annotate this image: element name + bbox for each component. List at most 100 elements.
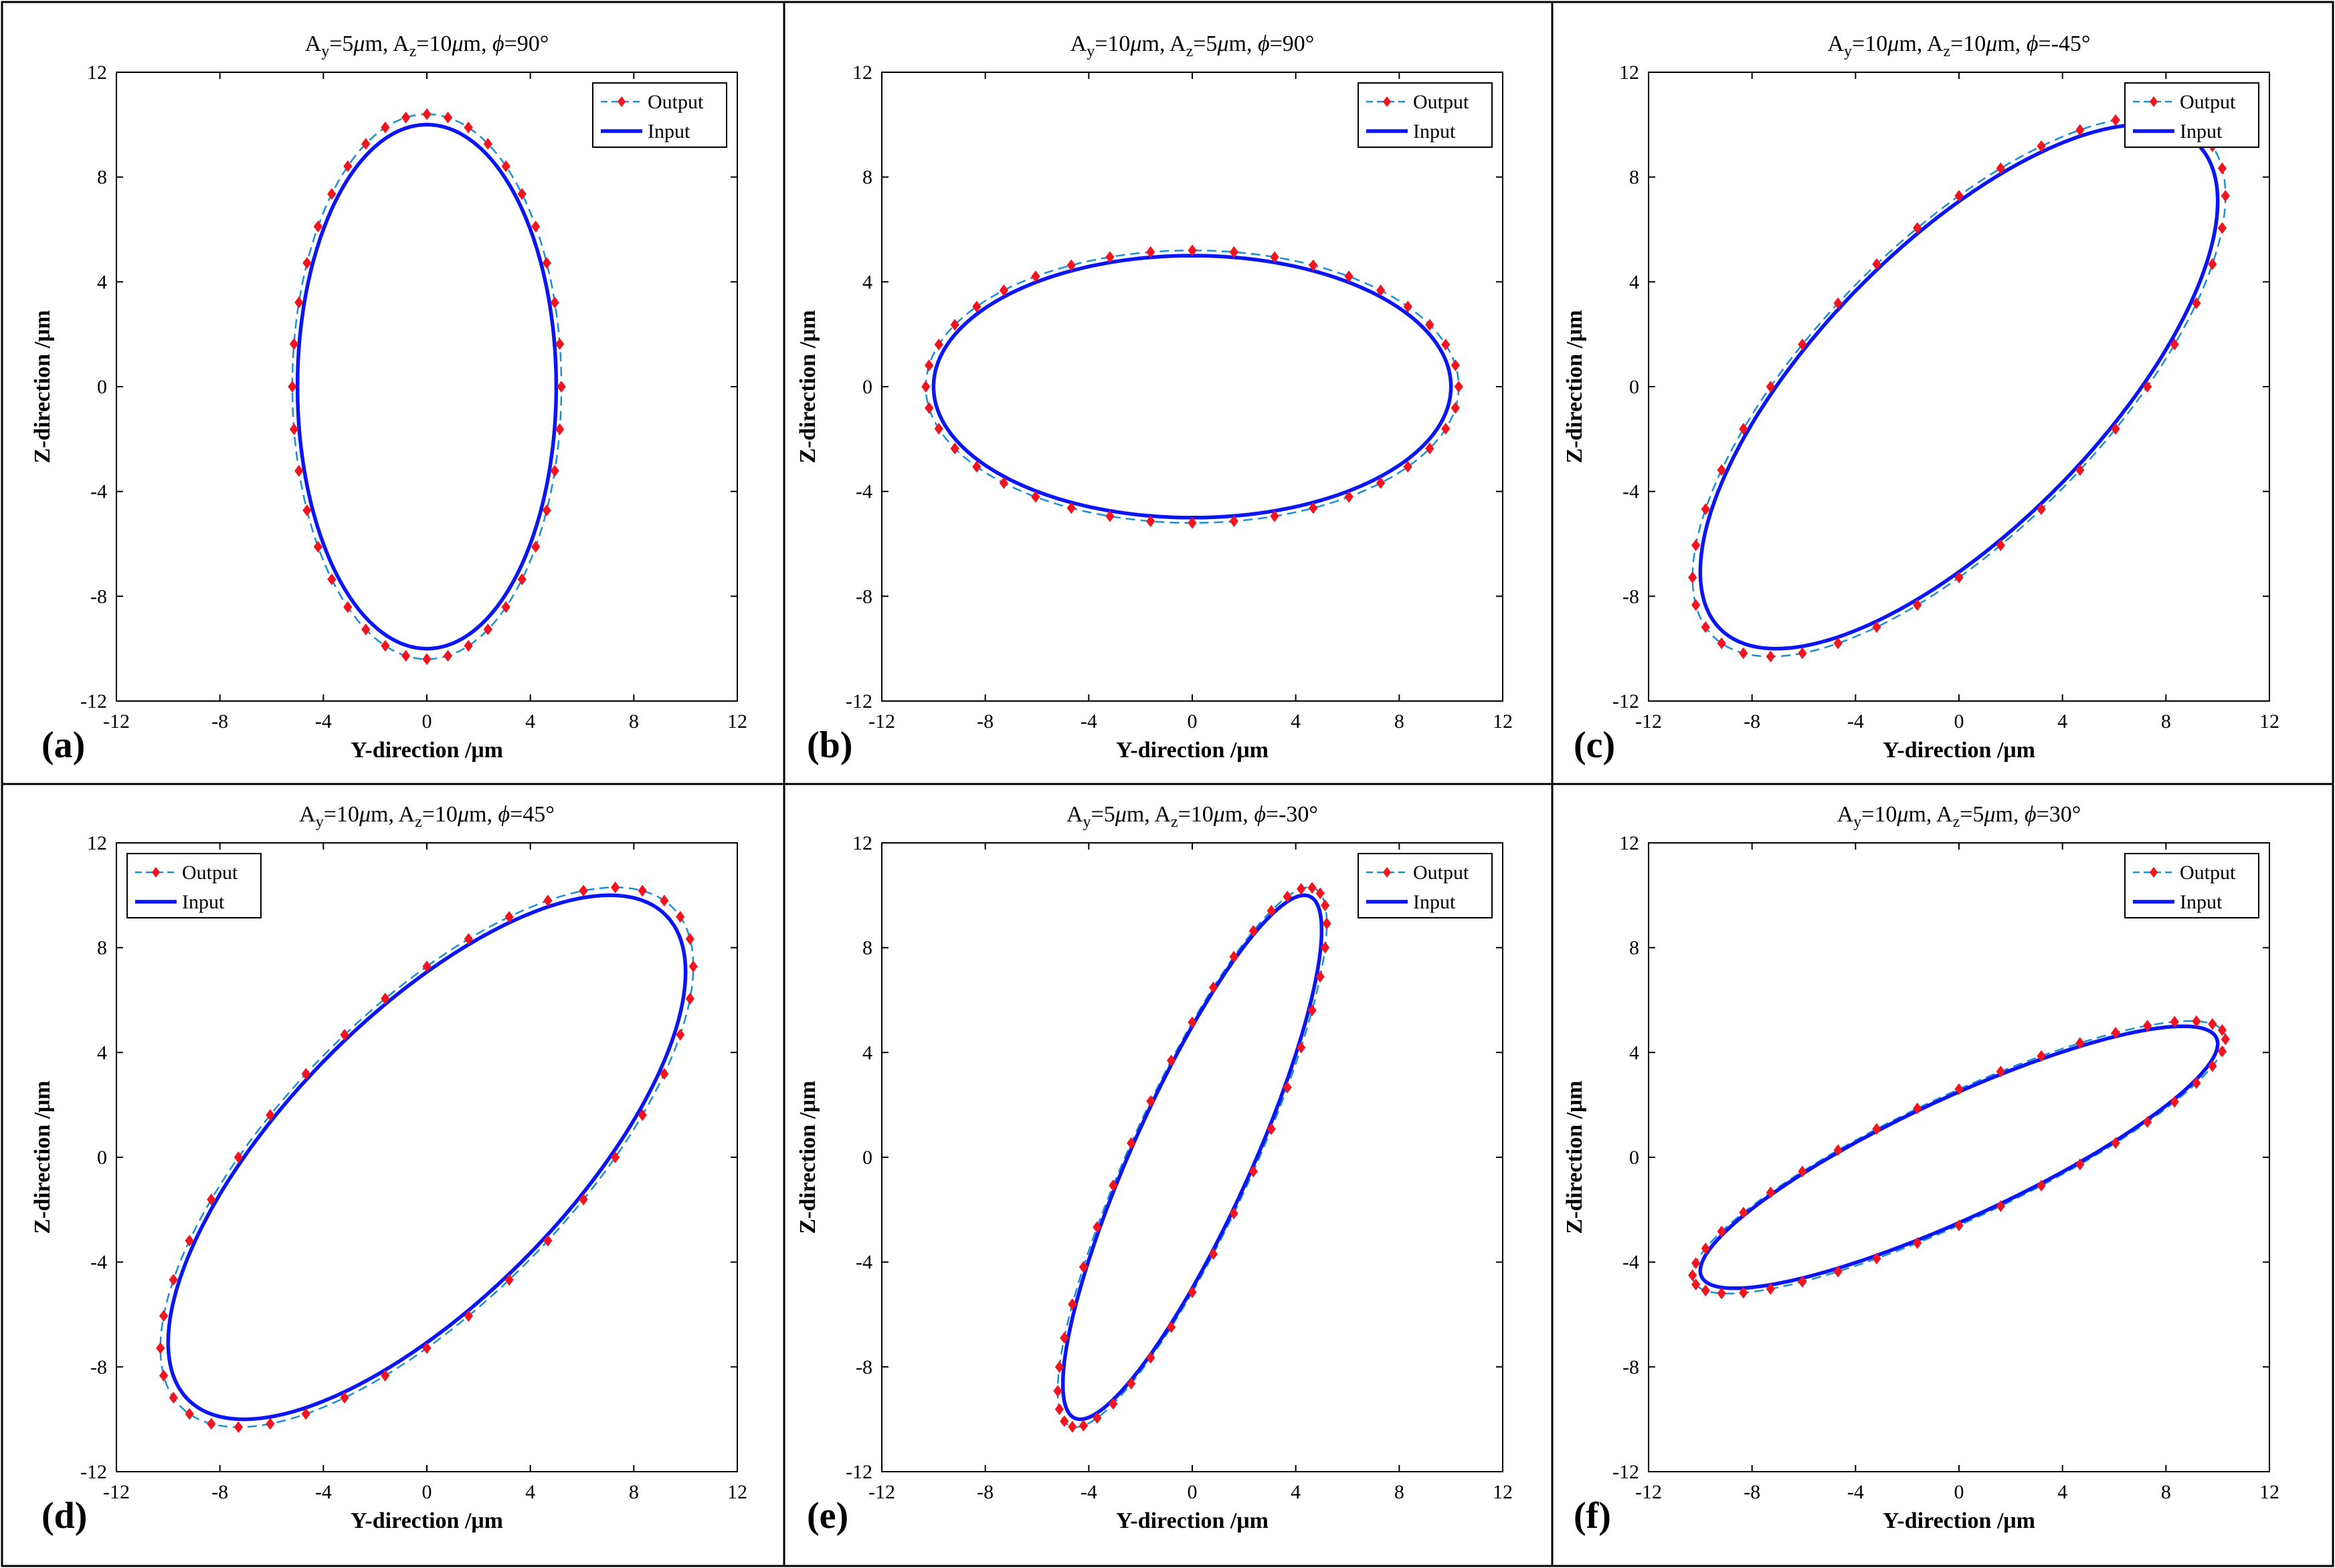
output-data-point: [1717, 1226, 1726, 1238]
output-data-point: [972, 460, 982, 473]
y-tick-label: -12: [1612, 690, 1639, 712]
output-data-point: [660, 894, 669, 907]
output-data-point: [2142, 1019, 2152, 1032]
output-data-point: [1425, 318, 1434, 331]
output-data-point: [207, 1417, 216, 1430]
legend: Output Input: [592, 82, 727, 148]
x-tick-label: -8: [1744, 1481, 1760, 1503]
output-data-point: [1248, 1165, 1258, 1177]
output-data-point: [301, 1068, 310, 1080]
x-tick-label: 4: [2057, 1481, 2067, 1503]
y-tick-label: 8: [862, 167, 872, 189]
plot-data: [1688, 1015, 2230, 1300]
legend-input-label: Input: [648, 120, 690, 142]
output-data-point: [1798, 1276, 1807, 1288]
output-data-point: [266, 1417, 275, 1430]
x-tick-label: -8: [211, 1481, 228, 1503]
output-data-point: [1297, 1042, 1306, 1054]
output-data-point: [1872, 1252, 1881, 1265]
title-part: y: [321, 43, 329, 60]
output-data-point: [2217, 162, 2227, 175]
output-data-point: [443, 650, 453, 662]
output-data-point: [2037, 140, 2046, 153]
output-data-point: [1188, 1286, 1197, 1298]
output-data-point: [1403, 460, 1412, 473]
title-part: ϕ: [498, 802, 510, 827]
output-data-point: [531, 541, 541, 553]
output-data-point: [676, 910, 685, 923]
output-data-point: [1146, 246, 1155, 258]
output-data-point: [1454, 381, 1463, 393]
output-data-point: [999, 477, 1009, 489]
title-part: m, A: [1899, 31, 1944, 56]
output-data-point: [504, 910, 514, 923]
title-part: ϕ: [2027, 31, 2039, 56]
output-data-point: [2170, 1096, 2179, 1108]
legend-box: [1358, 82, 1493, 148]
output-data-point: [1068, 1298, 1077, 1310]
x-tick-label: 12: [727, 1481, 747, 1503]
x-tick-label: 8: [629, 710, 639, 732]
output-data-point: [2075, 1037, 2085, 1050]
title-part: μ: [457, 802, 469, 827]
output-data-point: [543, 894, 553, 907]
output-data-point: [1309, 259, 1318, 272]
output-data-point: [1188, 516, 1197, 529]
legend: Output Input: [2124, 82, 2259, 148]
y-tick-label: 0: [97, 1147, 107, 1169]
title-part: =5: [1193, 31, 1217, 56]
output-data-point: [422, 1342, 432, 1355]
y-tick-label: 4: [97, 271, 107, 293]
legend: Output Input: [126, 853, 262, 918]
title-part: y: [1853, 813, 1861, 831]
plot-data: [921, 244, 1463, 529]
output-data-point: [1872, 1122, 1881, 1135]
output-data-point: [934, 423, 943, 435]
output-data-point: [1054, 1361, 1064, 1373]
title-part: =10: [1095, 31, 1130, 56]
output-data-point: [2142, 1116, 2152, 1129]
legend-box: [2124, 853, 2259, 918]
output-data-point: [422, 653, 432, 666]
title-part: A: [1070, 31, 1087, 56]
output-data-point: [1166, 1321, 1176, 1333]
output-data-point: [301, 1407, 310, 1420]
y-tick-label: 12: [852, 62, 872, 84]
output-data-point: [1229, 951, 1238, 963]
output-data-point: [950, 442, 959, 455]
output-data-point: [289, 338, 299, 351]
output-data-point: [1739, 423, 1748, 435]
y-tick-label: -12: [846, 1461, 872, 1483]
legend-input-label: Input: [182, 891, 225, 913]
legend-output-marker: [1383, 867, 1391, 878]
title-part: =10: [422, 802, 458, 827]
output-data-point: [1283, 890, 1292, 903]
output-data-point: [361, 623, 371, 635]
title-part: ϕ: [492, 31, 504, 56]
output-data-point: [1270, 510, 1279, 522]
title-part: m, A: [1141, 31, 1186, 56]
output-data-point: [1322, 917, 1331, 930]
output-data-point: [464, 121, 473, 134]
output-data-point: [294, 465, 304, 477]
y-tick-label: 0: [97, 376, 107, 398]
output-data-point: [302, 504, 312, 516]
y-tick-label: 8: [1629, 937, 1639, 959]
output-data-point: [1229, 515, 1238, 527]
plot-frame: [116, 842, 738, 1472]
title-part: m,: [464, 31, 492, 56]
title-part: z: [415, 813, 422, 831]
output-data-point: [921, 381, 931, 393]
chart-title: Ay=10μm, Az=10μm, ϕ=45°: [299, 802, 555, 831]
legend-output-label: Output: [1413, 91, 1469, 113]
output-data-point: [557, 381, 566, 393]
chart-panel: Ay=10μm, Az=10μm, ϕ=45°-12-12-8-8-4-4004…: [30, 802, 747, 1537]
output-data-point: [1913, 222, 1922, 234]
output-data-point: [2217, 1045, 2227, 1058]
output-data-point: [1833, 637, 1843, 650]
title-part: =10: [1178, 802, 1214, 827]
x-tick-label: -12: [868, 710, 895, 732]
output-data-point: [313, 541, 322, 553]
output-data-point: [159, 1369, 169, 1382]
plot-data: [1053, 882, 1331, 1433]
